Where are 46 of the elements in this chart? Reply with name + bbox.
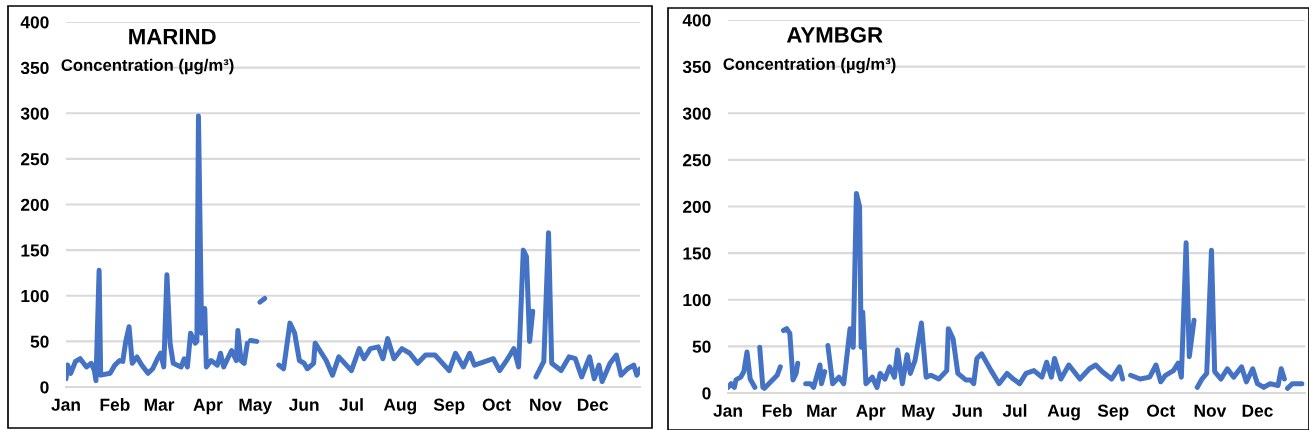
x-tick-label: Nov <box>530 398 562 411</box>
x-tick-label: Jan <box>51 398 80 411</box>
x-tick-label: Feb <box>762 404 792 417</box>
x-tick-label: Oct <box>482 398 511 411</box>
x-tick-label: Jul <box>1002 404 1027 417</box>
x-tick-label: Feb <box>100 398 130 411</box>
x-tick-label: Oct <box>1146 404 1176 417</box>
y-tick-label: 300 <box>682 107 711 120</box>
y-tick-label: 350 <box>682 60 711 74</box>
y-tick-label: 100 <box>21 289 49 303</box>
y-tick-label: 50 <box>30 335 49 348</box>
x-tick-label: Jan <box>713 404 742 417</box>
text: Concentration (µg/m³) <box>723 57 896 74</box>
y-tick-label: 250 <box>682 154 711 167</box>
x-tick-label: Jun <box>288 398 319 411</box>
x-tick-label: Sep <box>1097 404 1129 421</box>
x-tick-label: Mar <box>807 404 837 417</box>
y-tick-label: 350 <box>20 61 49 75</box>
x-tick-label: Aug <box>1047 404 1080 421</box>
y-tick-label: 150 <box>683 247 711 260</box>
x-tick-label: Apr <box>193 398 223 415</box>
y-tick-label: 400 <box>682 14 711 27</box>
y-tick-label: 200 <box>682 200 711 213</box>
y-tick-label: 300 <box>20 107 49 120</box>
x-tick-label: Aug <box>383 398 417 415</box>
x-tick-label: Nov <box>1194 404 1227 417</box>
x-tick-label: Dec <box>1242 404 1273 417</box>
x-tick-label: Jun <box>952 404 982 417</box>
x-tick-label: Dec <box>577 398 609 411</box>
x-tick-label: Apr <box>856 404 886 421</box>
text: Concentration (µg/m³) <box>61 58 234 75</box>
x-tick-label: Mar <box>144 398 175 411</box>
x-tick-label: Jul <box>339 398 363 411</box>
y-tick-label: 150 <box>21 244 49 257</box>
y-tick-label: 400 <box>20 16 49 29</box>
x-tick-label: Sep <box>433 398 465 415</box>
chart-title: MARIND <box>129 28 216 45</box>
y-tick-label: 0 <box>40 381 49 394</box>
chart-title: AYMBGR <box>786 27 883 43</box>
x-tick-label: May <box>902 404 936 421</box>
x-tick-label: May <box>239 398 273 415</box>
y-tick-label: 200 <box>20 198 49 211</box>
y-tick-label: 50 <box>692 340 711 353</box>
y-tick-label: 100 <box>683 293 711 307</box>
y-tick-label: 250 <box>20 153 49 166</box>
y-tick-label: 0 <box>702 387 711 400</box>
